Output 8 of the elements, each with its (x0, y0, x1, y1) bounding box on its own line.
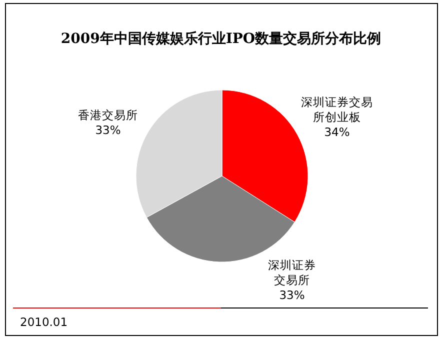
data-label: 33% (94, 123, 122, 138)
slice-label: 香港交易所 (77, 108, 139, 123)
chart-title: 2009年中国传媒娱乐行业IPO数量交易所分布比例 (60, 30, 382, 47)
data-label: 33% (278, 288, 306, 303)
slice-label: 深圳证券交易所 (267, 258, 317, 288)
text: 2010.01 (20, 315, 68, 329)
data-label: 34% (323, 125, 351, 140)
slice-label: 深圳证券交易所创业板 (300, 95, 374, 125)
